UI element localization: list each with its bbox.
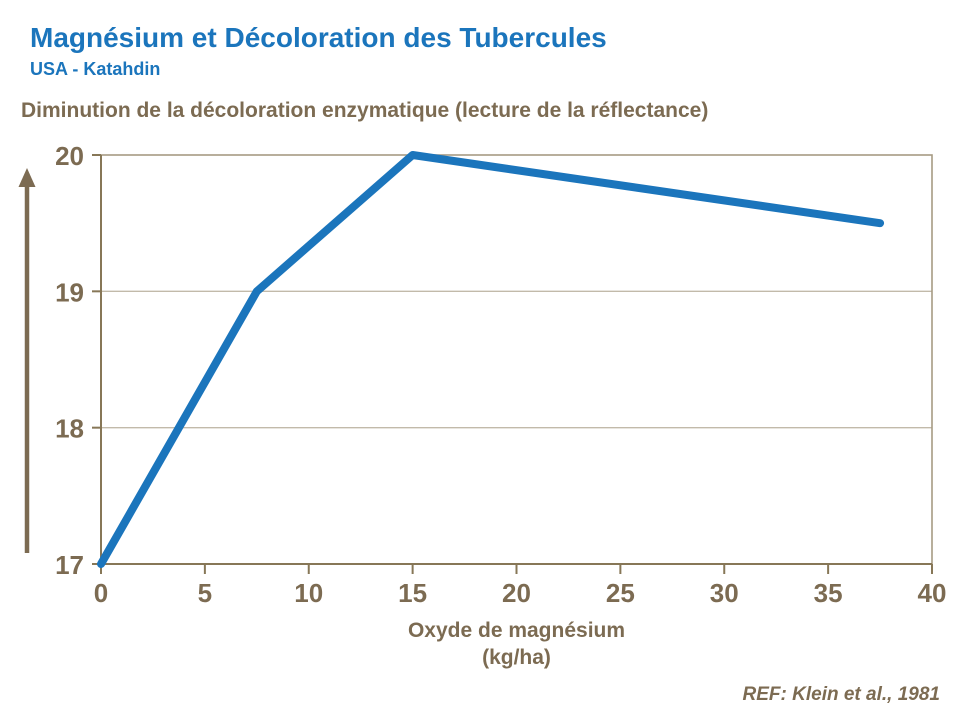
page-subtitle: USA - Katahdin [30, 59, 161, 79]
x-tick-label: 5 [198, 578, 212, 608]
x-tick-label: 15 [398, 578, 427, 608]
ticks-group [92, 154, 933, 574]
x-tick-label: 30 [710, 578, 739, 608]
x-tick-label: 10 [294, 578, 323, 608]
chart-heading: Diminution de la décoloration enzymatiqu… [21, 99, 709, 122]
x-tick-label: 20 [502, 578, 531, 608]
arrow-up-icon [18, 168, 36, 187]
tick-labels-group: 0 5 10 15 20 25 30 35 40 17 18 19 20 [55, 141, 946, 608]
y-tick-label: 20 [55, 141, 84, 171]
y-tick-label: 19 [55, 277, 84, 307]
page-title: Magnésium et Décoloration des Tubercules [30, 22, 607, 53]
x-tick-label: 25 [606, 578, 635, 608]
x-tick-label: 40 [918, 578, 947, 608]
reference-citation: REF: Klein et al., 1981 [742, 684, 940, 705]
x-tick-label: 0 [94, 578, 108, 608]
series-line [97, 151, 885, 568]
y-tick-label: 17 [55, 550, 84, 580]
y-axis-arrow-group [18, 168, 36, 553]
series-group [97, 151, 885, 568]
x-axis-title-line1: Oxyde de magnésium [407, 619, 626, 642]
x-tick-label: 35 [814, 578, 843, 608]
x-axis-title-line2: (kg/ha) [482, 646, 551, 669]
y-tick-label: 18 [55, 414, 84, 444]
x-axis-title: Oxyde de magnésium (kg/ha) [101, 617, 932, 671]
gridlines-group [101, 290, 932, 429]
